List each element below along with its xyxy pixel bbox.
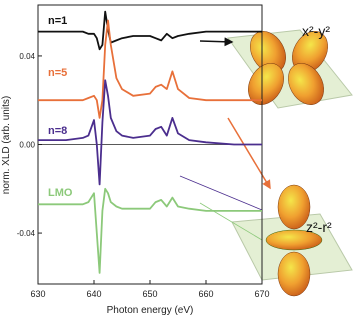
x-tick-label: 640 xyxy=(86,289,101,299)
series-label: n=8 xyxy=(48,125,67,137)
series-line xyxy=(38,19,262,119)
x-tick-label: 670 xyxy=(254,289,269,299)
y-tick-label: 0.04 xyxy=(19,52,35,61)
series-label: n=5 xyxy=(48,67,67,79)
x-tick-label: 650 xyxy=(142,289,157,299)
x-tick-label: 660 xyxy=(198,289,213,299)
series-line xyxy=(38,187,262,274)
series-line xyxy=(38,79,262,186)
orbital-illustrations xyxy=(179,29,353,297)
x-axis-label: Photon energy (eV) xyxy=(107,305,194,316)
y-tick-label: 0.00 xyxy=(19,141,35,150)
series-label: n=1 xyxy=(48,15,67,27)
series-line xyxy=(38,10,262,51)
y-axis-label: norm. XLD (arb. units) xyxy=(1,96,12,194)
y-tick-label: -0.04 xyxy=(17,229,36,238)
x-tick-label: 630 xyxy=(30,289,45,299)
annotation: x²-y² xyxy=(302,23,330,39)
annotation: z²-r² xyxy=(306,219,332,235)
series-label: LMO xyxy=(48,187,73,199)
